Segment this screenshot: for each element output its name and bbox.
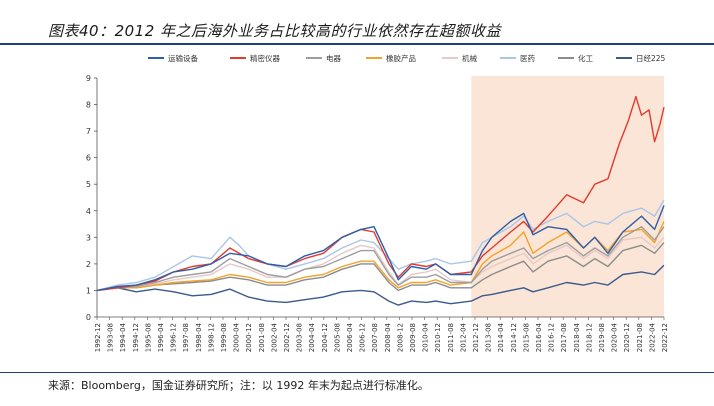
legend-item: 化工 — [558, 53, 593, 63]
x-tick-label: 2020-12 — [623, 323, 631, 352]
y-tick-label: 3 — [86, 233, 91, 242]
x-tick-label: 2006-12 — [359, 323, 367, 352]
legend-label: 运输设备 — [168, 53, 198, 63]
y-tick-label: 7 — [86, 127, 91, 136]
source-note: 来源：Bloomberg，国金证券研究所；注：以 1992 年末为起点进行标准化… — [48, 379, 429, 392]
x-tick-label: 1995-08 — [144, 323, 152, 352]
y-tick-label: 9 — [86, 74, 91, 83]
y-tick-label: 0 — [86, 313, 91, 322]
legend-item: 医药 — [500, 53, 535, 63]
legend-item: 机械 — [442, 53, 477, 63]
y-tick-label: 8 — [86, 101, 91, 110]
legend-label: 化工 — [578, 53, 593, 63]
x-tick-label: 2016-12 — [548, 323, 556, 352]
x-tick-label: 2002-04 — [270, 322, 278, 352]
plot-area: 0 1 2 3 4 5 6 7 8 9 1992-12 1993-08 1994-04 1994-12 19… — [86, 74, 669, 352]
x-tick-label: 2004-12 — [321, 323, 329, 352]
figure-title: 图表40：2012 年之后海外业务占比较高的行业依然存在超额收益 — [48, 22, 502, 40]
x-tick-label: 1996-12 — [170, 323, 178, 352]
x-tick-label: 2009-08 — [409, 323, 417, 352]
x-tick-label: 2022-04 — [648, 322, 656, 352]
x-tick-label: 2019-08 — [598, 323, 606, 352]
x-tick-label: 2018-04 — [573, 322, 581, 352]
x-tick-label: 2021-08 — [636, 323, 644, 352]
x-tick-label: 2010-12 — [434, 323, 442, 352]
line-chart: 运输设备 精密仪器 电器 橡胶产品 机械 医药 化工 日经225 0 1 2 3 4 5 6 7 8 9 1992… — [86, 53, 669, 352]
legend-label: 电器 — [326, 53, 341, 63]
legend-item: 运输设备 — [148, 53, 198, 63]
x-tick-label: 2008-12 — [396, 323, 404, 352]
x-tick-label: 2003-08 — [296, 323, 304, 352]
x-tick-label: 2000-12 — [245, 323, 253, 352]
x-tick-label: 2014-04 — [497, 322, 505, 352]
x-tick-label: 2015-08 — [522, 323, 530, 352]
x-tick-label: 1994-04 — [119, 322, 127, 352]
x-tick-label: 2001-08 — [258, 323, 266, 352]
x-tick-label: 2007-08 — [371, 323, 379, 352]
x-tick-label: 2006-04 — [346, 322, 354, 352]
x-tick-label: 2008-04 — [384, 322, 392, 352]
series-line-4 — [96, 236, 665, 292]
series-line-6 — [96, 242, 665, 292]
legend-item: 日经225 — [616, 53, 666, 63]
series-line-2 — [96, 226, 665, 292]
series-line-5 — [96, 199, 665, 292]
x-tick-label: 2018-12 — [585, 323, 593, 352]
legend-label: 医药 — [520, 53, 535, 63]
y-tick-label: 4 — [86, 207, 91, 216]
x-tick-label: 1999-08 — [220, 323, 228, 352]
legend-label: 橡胶产品 — [386, 53, 416, 63]
chart-legend: 运输设备 精密仪器 电器 橡胶产品 机械 医药 化工 日经225 — [148, 53, 666, 63]
x-tick-label: 2011-08 — [447, 323, 455, 352]
source-rule — [0, 372, 714, 373]
x-tick-label: 1994-12 — [132, 323, 140, 352]
y-tick-label: 5 — [86, 180, 91, 189]
title-rule — [0, 43, 714, 45]
x-tick-label: 1996-04 — [157, 322, 165, 352]
legend-label: 精密仪器 — [250, 53, 280, 63]
x-tick-label: 2016-04 — [535, 322, 543, 352]
x-tick-label: 2000-04 — [233, 322, 241, 352]
x-tick-label: 2010-04 — [422, 322, 430, 352]
x-tick-label: 1992-12 — [94, 323, 102, 352]
x-tick-label: 1997-08 — [182, 323, 190, 352]
legend-label: 机械 — [462, 53, 477, 63]
x-tick-label: 1993-08 — [107, 323, 115, 352]
x-tick-label: 2002-12 — [283, 323, 291, 352]
legend-item: 橡胶产品 — [366, 53, 416, 63]
x-tick-label: 1998-04 — [195, 322, 203, 352]
x-tick-label: 2022-12 — [661, 323, 669, 352]
x-tick-label: 1998-12 — [207, 323, 215, 352]
legend-item: 电器 — [306, 53, 341, 63]
x-tick-label: 2004-04 — [308, 322, 316, 352]
legend-label: 日经225 — [636, 53, 666, 63]
x-tick-label: 2013-08 — [485, 323, 493, 352]
x-tick-label: 2012-04 — [459, 322, 467, 352]
x-tick-label: 2017-08 — [560, 323, 568, 352]
x-tick-label: 2020-04 — [611, 322, 619, 352]
y-tick-label: 6 — [86, 154, 91, 163]
x-tick-label: 2014-12 — [510, 323, 518, 352]
x-tick-label: 2005-08 — [333, 323, 341, 352]
legend-item: 精密仪器 — [230, 53, 280, 63]
series-line-0 — [96, 205, 665, 292]
y-tick-label: 1 — [86, 286, 91, 295]
shaded-region — [471, 76, 664, 317]
y-tick-label: 2 — [86, 260, 91, 269]
series-line-7 — [96, 264, 665, 306]
x-tick-label: 2012-12 — [472, 323, 480, 352]
